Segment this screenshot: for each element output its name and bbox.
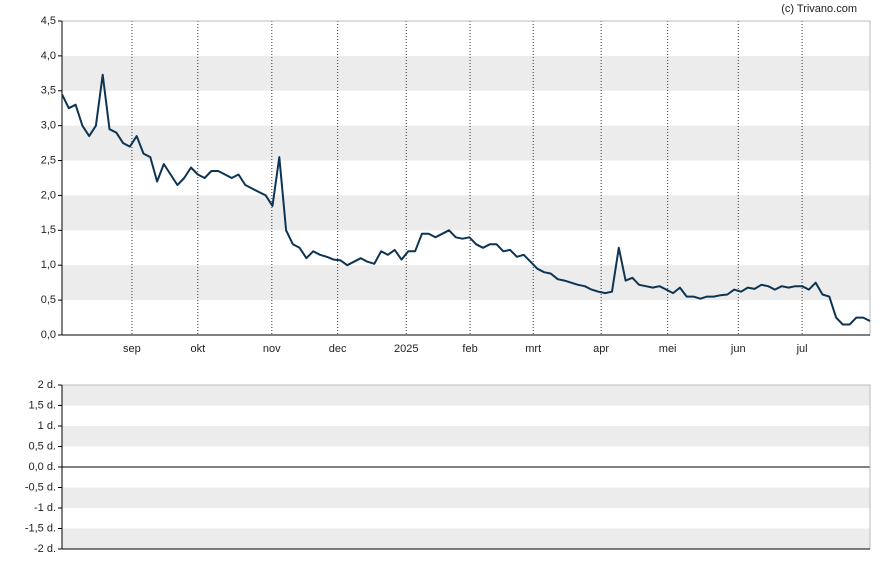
y-tick-label: -2 d. xyxy=(34,543,56,555)
x-tick-label: nov xyxy=(263,343,281,355)
x-tick-label: dec xyxy=(329,343,347,355)
source: (c) Trivano.com xyxy=(781,3,857,15)
band xyxy=(62,125,870,161)
y-tick-label: 3,5 xyxy=(41,85,56,97)
x-tick-label: sep xyxy=(123,343,141,355)
x-tick-label: mrt xyxy=(525,343,541,355)
y-tick-label: 1,5 d. xyxy=(28,399,56,411)
y-tick-label: -1 d. xyxy=(34,502,56,514)
band xyxy=(62,385,870,406)
x-tick-label: jun xyxy=(730,343,746,355)
x-tick-label: feb xyxy=(462,343,477,355)
band xyxy=(62,265,870,301)
y-tick-label: 4,0 xyxy=(41,50,56,62)
y-tick-label: 2 d. xyxy=(38,379,56,391)
band xyxy=(62,195,870,231)
y-tick-label: 4,5 xyxy=(41,15,56,27)
y-tick-label: 0,5 xyxy=(41,294,56,306)
price-line xyxy=(61,73,871,326)
y-tick-label: -1,5 d. xyxy=(25,522,56,534)
band xyxy=(62,487,870,508)
band xyxy=(62,55,870,91)
y-tick-label: 0,0 d. xyxy=(28,461,56,473)
y-tick-label: 3,0 xyxy=(41,120,56,132)
x-tick-label: jul xyxy=(796,343,808,355)
x-tick-label: 2025 xyxy=(394,343,418,355)
x-tick-label: mei xyxy=(659,343,677,355)
y-tick-label: 0,5 d. xyxy=(28,440,56,452)
x-tick-label: apr xyxy=(593,343,609,355)
y-tick-label: 1 d. xyxy=(38,420,56,432)
y-tick-label: 2,0 xyxy=(41,189,56,201)
band xyxy=(62,528,870,549)
y-tick-label: 0,0 xyxy=(41,329,56,341)
y-tick-label: 2,5 xyxy=(41,154,56,166)
y-tick-label: -0,5 d. xyxy=(25,481,56,493)
y-tick-label: 1,0 xyxy=(41,259,56,271)
x-tick-label: okt xyxy=(190,343,205,355)
band xyxy=(62,426,870,447)
y-tick-label: 1,5 xyxy=(41,224,56,236)
